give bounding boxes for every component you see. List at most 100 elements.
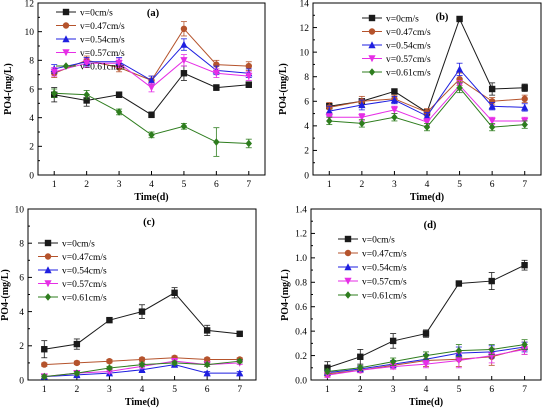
legend-label: v=0cm/s (386, 14, 419, 24)
legend-label: v=0cm/s (362, 235, 395, 245)
legend-marker (368, 28, 376, 35)
x-tick-label: 7 (522, 180, 527, 190)
data-point (325, 107, 333, 115)
data-point (488, 345, 495, 354)
y-axis-title: PO4-(mg/L) (280, 269, 291, 321)
data-point (236, 330, 243, 338)
data-point (203, 327, 211, 334)
legend-marker (344, 235, 352, 243)
data-point (358, 101, 366, 109)
y-tick-label: 1.0 (295, 254, 307, 264)
series-5 (41, 357, 243, 381)
y-tick-label: 4 (19, 308, 24, 318)
legend-marker (62, 22, 70, 29)
x-tick-label: 1 (327, 180, 332, 190)
y-tick-label: 2 (304, 147, 309, 157)
data-point (147, 84, 156, 92)
data-point (41, 346, 48, 353)
y-tick-label: 8 (304, 73, 309, 83)
data-point (83, 97, 90, 104)
data-point (488, 123, 496, 131)
data-point (391, 88, 398, 95)
y-tick-label: 2 (19, 342, 24, 352)
data-point (390, 96, 399, 104)
y-tick-label: 1.4 (295, 205, 307, 215)
y-tick-label: 0.8 (295, 279, 307, 289)
x-tick-label: 6 (214, 180, 219, 190)
data-point (455, 65, 464, 73)
legend-marker (44, 293, 52, 301)
legend-marker (368, 41, 376, 49)
y-tick-label: 4 (304, 122, 309, 132)
data-point (245, 72, 253, 80)
data-point (521, 340, 528, 349)
y-tick-label: 14 (300, 0, 310, 9)
data-point (171, 289, 178, 296)
data-point (50, 68, 58, 76)
data-point (422, 351, 430, 360)
x-tick-label: 4 (149, 180, 154, 190)
y-tick-label: 6 (29, 85, 34, 95)
legend-label: v=0.61cm/s (386, 68, 431, 78)
data-point (73, 340, 81, 348)
data-point (389, 337, 397, 345)
data-point (41, 372, 48, 381)
data-point (488, 102, 496, 110)
data-point (106, 316, 113, 324)
data-point (213, 84, 220, 91)
y-tick-label: 0.0 (295, 376, 307, 386)
legend-marker (368, 55, 376, 63)
x-axis-title: Time(d) (125, 397, 159, 408)
panel-label: (a) (147, 8, 160, 19)
y-tick-label: 6 (304, 98, 309, 108)
data-point (422, 360, 430, 368)
data-point (115, 60, 123, 67)
y-tick-label: 0.6 (295, 303, 307, 313)
y-tick-label: 10 (25, 28, 35, 38)
legend-label: v=0.47cm/s (386, 28, 431, 38)
legend-marker (44, 266, 52, 274)
data-point (422, 330, 430, 337)
legend-label: v=0.47cm/s (62, 253, 107, 263)
legend-marker (344, 263, 352, 271)
data-point (203, 369, 211, 377)
data-point (455, 280, 463, 287)
series-2 (326, 72, 528, 117)
y-axis-title: PO4-(mg/L) (0, 269, 11, 321)
data-point (83, 60, 91, 67)
data-point (324, 367, 331, 376)
data-point (521, 261, 528, 269)
data-point (521, 95, 528, 103)
series-5 (326, 82, 528, 132)
data-point (180, 57, 188, 65)
x-tick-label: 5 (457, 180, 462, 190)
data-point (138, 308, 146, 315)
data-point (521, 84, 528, 91)
x-tick-label: 2 (359, 180, 364, 190)
data-point (455, 357, 463, 365)
x-axis-title: Time(d) (134, 192, 168, 203)
panel-label: (d) (424, 220, 437, 231)
x-tick-label: 3 (391, 385, 396, 395)
data-point (148, 111, 155, 118)
data-point (180, 25, 188, 32)
y-tick-label: 12 (25, 0, 35, 9)
data-point (213, 138, 220, 146)
x-tick-label: 3 (107, 385, 112, 395)
data-point (357, 363, 364, 372)
data-point (488, 117, 496, 125)
legend-marker (62, 49, 70, 57)
y-tick-label: 10 (300, 48, 310, 58)
legend-marker (62, 8, 70, 16)
series-4 (50, 54, 253, 93)
legend-label: v=0.61cm/s (62, 293, 107, 303)
data-point (521, 120, 528, 129)
legend-label: v=0.57cm/s (80, 49, 125, 59)
legend-marker (344, 277, 352, 285)
data-point (391, 113, 398, 122)
legend: v=0cm/s v=0.47cm/s v=0.54cm/s v=0.57cm/s v=0… (38, 239, 107, 303)
legend-marker (44, 253, 52, 260)
